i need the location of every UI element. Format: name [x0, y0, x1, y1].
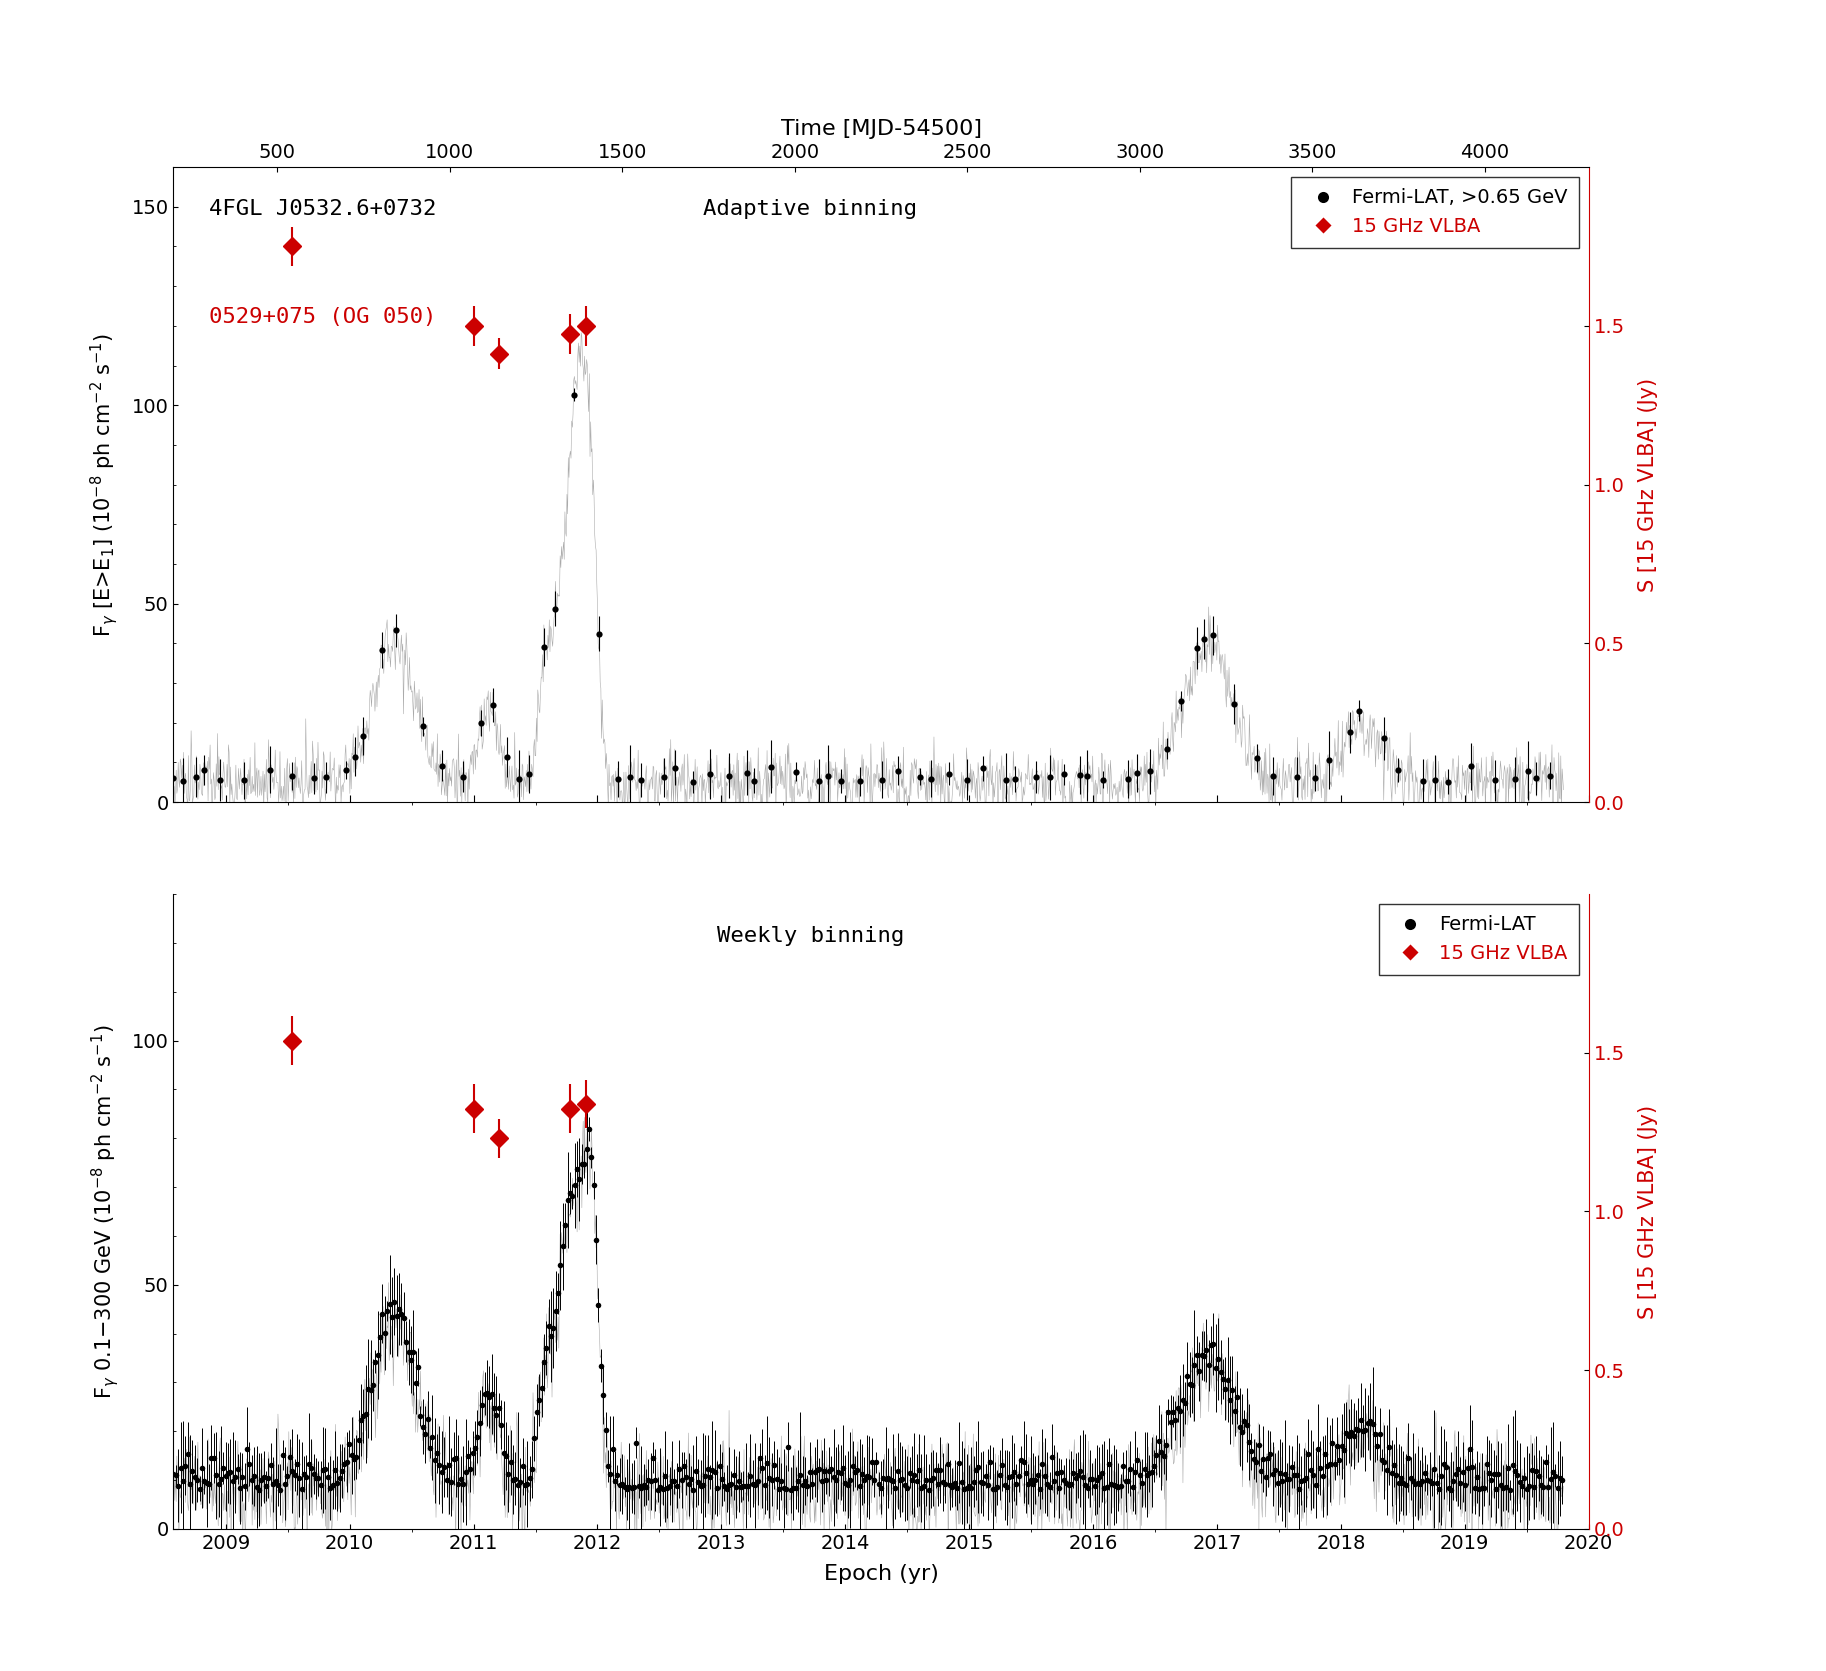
Text: Adaptive binning: Adaptive binning [703, 199, 917, 219]
Text: 0529+075 (OG 050): 0529+075 (OG 050) [208, 307, 436, 328]
Legend: Fermi-LAT, 15 GHz VLBA: Fermi-LAT, 15 GHz VLBA [1379, 904, 1579, 974]
Legend: Fermi-LAT, >0.65 GeV, 15 GHz VLBA: Fermi-LAT, >0.65 GeV, 15 GHz VLBA [1291, 177, 1579, 247]
Y-axis label: F$_\gamma$ 0.1$-$300 GeV ($10^{-8}$ ph cm$^{-2}$ s$^{-1}$): F$_\gamma$ 0.1$-$300 GeV ($10^{-8}$ ph c… [89, 1024, 121, 1399]
Y-axis label: S [15 GHz VLBA] (Jy): S [15 GHz VLBA] (Jy) [1638, 378, 1658, 592]
Text: Weekly binning: Weekly binning [716, 926, 904, 946]
X-axis label: Time [MJD-54500]: Time [MJD-54500] [780, 119, 982, 139]
X-axis label: Epoch (yr): Epoch (yr) [824, 1564, 939, 1584]
Y-axis label: F$_\gamma$ [E>E$_1$] ($10^{-8}$ ph cm$^{-2}$ s$^{-1}$): F$_\gamma$ [E>E$_1$] ($10^{-8}$ ph cm$^{… [88, 333, 121, 637]
Text: 4FGL J0532.6+0732: 4FGL J0532.6+0732 [208, 199, 436, 219]
Y-axis label: S [15 GHz VLBA] (Jy): S [15 GHz VLBA] (Jy) [1638, 1105, 1658, 1318]
